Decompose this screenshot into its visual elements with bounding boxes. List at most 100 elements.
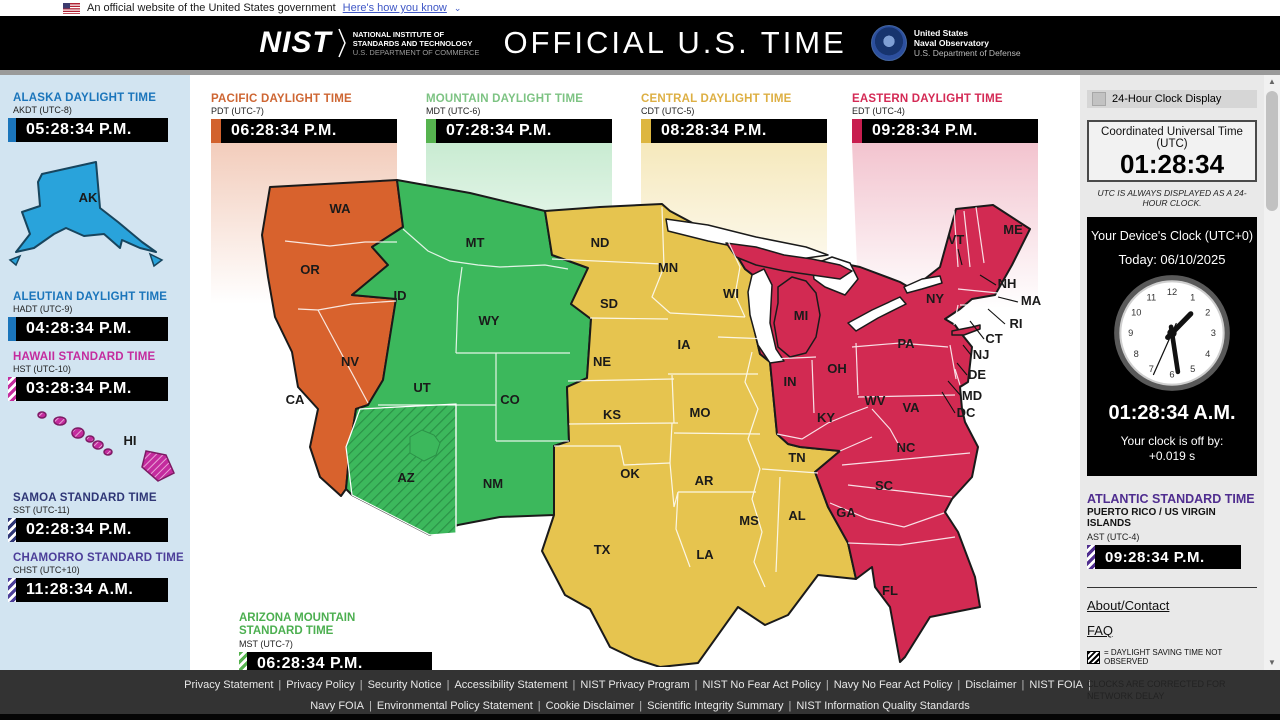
zone-title: SAMOA STANDARD TIME xyxy=(13,492,157,504)
device-date: Today: 06/10/2025 xyxy=(1118,252,1226,267)
state-label-mi: MI xyxy=(794,308,808,323)
clock-numeral-10: 10 xyxy=(1131,307,1141,317)
time-display-samoa: 02:28:34 P.M. xyxy=(8,518,168,542)
24hour-checkbox[interactable] xyxy=(1092,92,1106,106)
map-area: PACIFIC DAYLIGHT TIME PDT (UTC-7) 06:28:… xyxy=(190,75,1080,670)
time-display-hawaii: 03:28:34 P.M. xyxy=(8,377,168,401)
nist-line1: NATIONAL INSTITUTE OF xyxy=(352,29,445,39)
usno-line3: U.S. Department of Defense xyxy=(913,48,1021,58)
zone-color-bar xyxy=(8,317,16,341)
hawaii-label: HI xyxy=(124,433,137,448)
state-label-de: DE xyxy=(968,367,986,382)
scroll-down-arrow[interactable]: ▼ xyxy=(1268,658,1276,667)
hatch-legend-icon xyxy=(1087,650,1100,664)
michigan-upper-peninsula xyxy=(725,242,853,280)
footer-separator: | xyxy=(572,679,576,691)
clock-numeral-7: 7 xyxy=(1149,364,1154,374)
zone-time: 04:28:34 P.M. xyxy=(26,320,132,337)
footer-link-privacy-policy[interactable]: Privacy Policy xyxy=(286,679,355,691)
footer-link-environmental-policy-statement[interactable]: Environmental Policy Statement xyxy=(376,700,533,712)
state-label-wv: WV xyxy=(865,393,886,408)
state-label-oh: OH xyxy=(827,361,847,376)
utc-note: UTC IS ALWAYS DISPLAYED AS A 24-HOUR CLO… xyxy=(1097,188,1247,208)
michigan-mitten xyxy=(773,276,821,358)
footer-link-accessibility-statement[interactable]: Accessibility Statement xyxy=(454,679,568,691)
device-clock-title: Your Device's Clock (UTC+0) xyxy=(1090,229,1254,243)
banner-link[interactable]: Here's how you know xyxy=(342,2,447,14)
banner-text: An official website of the United States… xyxy=(87,2,336,14)
time-display-mountain: 07:28:34 P.M. xyxy=(426,119,612,143)
content-area: ALASKA DAYLIGHT TIME AKDT (UTC-8) 05:28:… xyxy=(0,75,1280,701)
scroll-up-arrow[interactable]: ▲ xyxy=(1268,77,1276,86)
nist-bracket-icon xyxy=(338,28,346,58)
footer-link-nist-foia[interactable]: NIST FOIA xyxy=(1029,679,1083,691)
state-label-ar: AR xyxy=(695,473,714,488)
gov-banner: An official website of the United States… xyxy=(0,0,1280,16)
footer-link-scientific-integrity-summary[interactable]: Scientific Integrity Summary xyxy=(647,700,784,712)
state-label-dc: DC xyxy=(957,405,976,420)
sidebar-divider xyxy=(1087,587,1257,588)
state-label-or: OR xyxy=(300,262,320,277)
footer-link-nist-no-fear-act-policy[interactable]: NIST No Fear Act Policy xyxy=(702,679,821,691)
nist-line2: STANDARDS AND TECHNOLOGY xyxy=(352,38,473,48)
state-label-nd: ND xyxy=(591,235,610,250)
state-label-tx: TX xyxy=(594,542,611,557)
faq-link[interactable]: FAQ xyxy=(1087,623,1114,638)
zone-time: 05:28:34 P.M. xyxy=(26,121,132,138)
utc-title: Coordinated Universal Time (UTC) xyxy=(1101,126,1243,150)
zone-block-alaska: ALASKA DAYLIGHT TIME AKDT (UTC-8) 05:28:… xyxy=(8,92,190,142)
nist-agency-lines: NATIONAL INSTITUTE OF STANDARDS AND TECH… xyxy=(353,30,480,57)
clock-numeral-8: 8 xyxy=(1134,349,1139,359)
footer-link-navy-foia[interactable]: Navy FOIA xyxy=(310,700,365,712)
zone-color-bar xyxy=(8,578,16,602)
time-display-alaska: 05:28:34 P.M. xyxy=(8,118,168,142)
footer-link-navy-no-fear-act-policy[interactable]: Navy No Fear Act Policy xyxy=(833,679,953,691)
scrollbar[interactable]: ▲ ▼ xyxy=(1264,75,1280,670)
footer-separator: | xyxy=(1021,679,1025,691)
footer-link-cookie-disclaimer[interactable]: Cookie Disclaimer xyxy=(545,700,635,712)
clock-display-toggle-row[interactable]: 24-Hour Clock Display xyxy=(1087,90,1257,108)
footer-link-disclaimer[interactable]: Disclaimer xyxy=(965,679,1017,691)
page-footer: Privacy Statement | Privacy Policy | Securit… xyxy=(0,670,1280,714)
clock-numeral-12: 12 xyxy=(1167,287,1177,297)
us-flag-icon xyxy=(63,2,80,14)
footer-link-nist-privacy-program[interactable]: NIST Privacy Program xyxy=(580,679,690,691)
state-label-ga: GA xyxy=(836,505,856,520)
footer-link-security-notice[interactable]: Security Notice xyxy=(367,679,442,691)
state-label-ma: MA xyxy=(1021,293,1042,308)
zone-color-bar xyxy=(8,118,16,142)
time-display-atlantic: 09:28:34 P.M. xyxy=(1087,545,1241,569)
zone-title: EASTERN DAYLIGHT TIME xyxy=(852,93,1003,105)
footer-separator: | xyxy=(369,700,372,712)
navajo-region xyxy=(409,429,441,462)
time-display-central: 08:28:34 P.M. xyxy=(641,119,827,143)
page-header: NIST NATIONAL INSTITUTE OF STANDARDS AND… xyxy=(0,16,1280,70)
footer-link-privacy-statement[interactable]: Privacy Statement xyxy=(184,679,274,691)
zone-abbr: HADT (UTC-9) xyxy=(13,304,73,314)
about-contact-link[interactable]: About/Contact xyxy=(1087,598,1170,613)
state-label-nh: NH xyxy=(998,276,1017,291)
scrollbar-thumb[interactable] xyxy=(1266,91,1278,211)
footer-link-nist-information-quality-standards[interactable]: NIST Information Quality Standards xyxy=(796,700,970,712)
time-display-pacific: 06:28:34 P.M. xyxy=(211,119,397,143)
state-label-ne: NE xyxy=(593,354,611,369)
lake-superior xyxy=(665,218,829,260)
footer-separator: | xyxy=(278,679,282,691)
page-title: OFFICIAL U.S. TIME xyxy=(503,25,847,60)
clock-numeral-4: 4 xyxy=(1205,349,1210,359)
zone-title: ALASKA DAYLIGHT TIME xyxy=(13,92,157,104)
zone-abbr: CDT (UTC-5) xyxy=(641,106,695,116)
usno-seal-icon xyxy=(870,25,907,61)
clock-center-dot xyxy=(1167,328,1177,338)
zone-abbr: AST (UTC-4) xyxy=(1087,532,1140,542)
state-label-ut: UT xyxy=(413,380,430,395)
state-label-mt: MT xyxy=(466,235,485,250)
clock-offset-label: Your clock is off by: xyxy=(1120,434,1224,448)
state-label-co: CO xyxy=(500,392,520,407)
bottom-bar xyxy=(0,714,1280,720)
footer-separator: | xyxy=(694,679,698,691)
footer-links-row-1: Privacy Statement | Privacy Policy | Securit… xyxy=(0,679,1280,691)
zone-color-bar xyxy=(1087,545,1095,569)
time-display-eastern: 09:28:34 P.M. xyxy=(852,119,1038,143)
